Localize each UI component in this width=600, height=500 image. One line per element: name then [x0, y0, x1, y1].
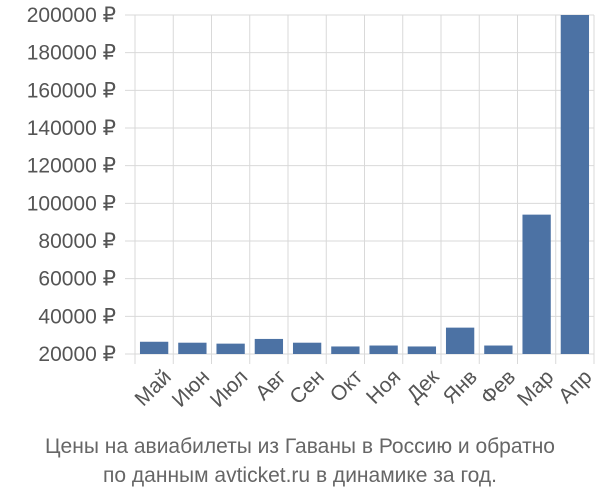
- y-tick-label: 80000 ₽: [38, 230, 116, 253]
- y-tick-label: 20000 ₽: [38, 343, 116, 366]
- x-tick-label: Янв: [439, 365, 482, 408]
- bar-11: [522, 214, 551, 354]
- x-tick-label: Сен: [285, 365, 328, 408]
- bars: [139, 15, 590, 354]
- bar-8: [407, 346, 437, 354]
- x-tick-label: Мар: [513, 365, 558, 410]
- x-tick-label: Дек: [403, 365, 445, 407]
- chart-title: Цены на авиабилеты из Гаваны в Россию и …: [45, 435, 555, 458]
- bar-4: [254, 338, 284, 354]
- bar-chart: 20000 ₽ 40000 ₽ 60000 ₽ 80000 ₽ 100000 ₽ 1200…: [27, 4, 597, 412]
- chart-subtitle: по данным avticket.ru в динамике за год.: [103, 464, 497, 487]
- y-tick-label: 100000 ₽: [27, 192, 116, 215]
- bar-1: [139, 341, 169, 354]
- x-tick-label: Май: [130, 365, 175, 410]
- x-tick-label: Июн: [168, 365, 214, 411]
- y-tick-label: 60000 ₽: [38, 268, 116, 291]
- bar-7: [369, 345, 398, 354]
- bar-10: [484, 345, 513, 354]
- bar-2: [178, 342, 207, 354]
- x-tick-label: Фев: [476, 365, 520, 409]
- y-tick-label: 160000 ₽: [27, 79, 116, 102]
- y-tick-label: 140000 ₽: [27, 117, 116, 140]
- x-tick-label: Ноя: [362, 365, 405, 408]
- x-tick-label: Апр: [554, 365, 596, 407]
- x-tick-label: Авг: [251, 365, 291, 405]
- y-tick-label: 120000 ₽: [27, 155, 116, 178]
- grid-lines: [125, 14, 595, 364]
- bar-3: [216, 343, 245, 354]
- y-tick-label: 40000 ₽: [38, 305, 116, 328]
- x-tick-label: Июл: [206, 365, 252, 411]
- y-tick-label: 180000 ₽: [27, 42, 116, 65]
- bar-5: [292, 342, 322, 354]
- y-axis-ticks: 20000 ₽ 40000 ₽ 60000 ₽ 80000 ₽ 100000 ₽ 1200…: [27, 4, 116, 366]
- x-tick-label: Окт: [326, 365, 368, 407]
- y-tick-label: 200000 ₽: [27, 4, 116, 27]
- bar-6: [331, 346, 360, 354]
- bar-9: [445, 327, 475, 354]
- bar-12: [560, 15, 590, 354]
